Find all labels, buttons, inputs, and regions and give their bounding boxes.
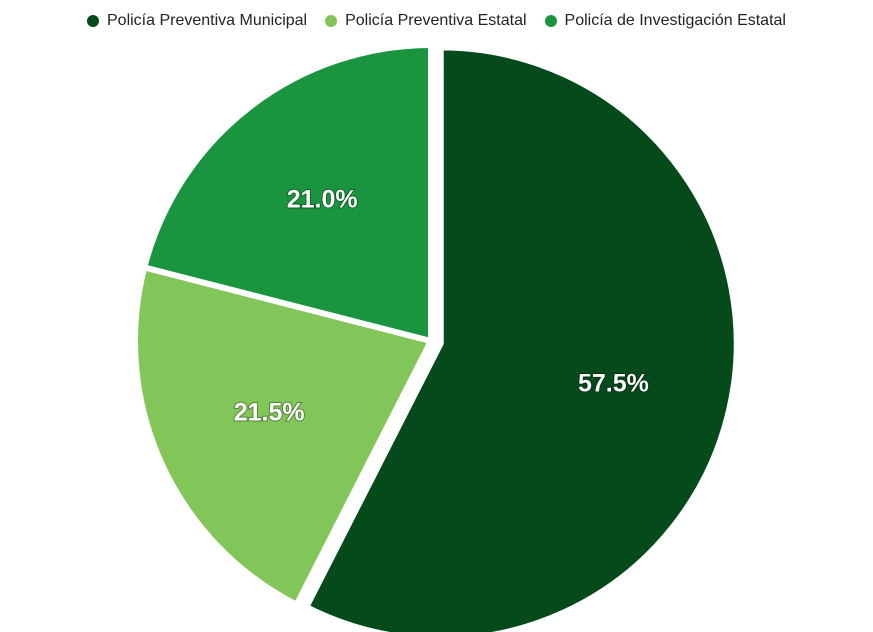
slice-label-municipal: 57.5% [578,369,649,397]
slice-investigacion[interactable] [141,42,434,344]
legend-label-estatal: Policía Preventiva Estatal [345,12,527,29]
legend-label-municipal: Policía Preventiva Municipal [107,12,308,29]
slice-estatal[interactable] [132,264,434,608]
legend-item-investigacion[interactable]: Policía de Investigación Estatal [544,12,786,30]
legend-swatch-estatal [325,15,338,27]
pie-slices [132,42,740,632]
legend-swatch-municipal [87,15,99,27]
legend-item-estatal[interactable]: Policía Preventiva Estatal [325,12,527,30]
legend-label-investigacion: Policía de Investigación Estatal [564,12,786,29]
pie-labels: 57.5% 21.5% 21.0% [233,184,650,427]
slice-label-investigacion: 21.0% [287,185,358,213]
chart-legend: Policía Preventiva Municipal Policía Pre… [0,12,873,30]
slice-municipal[interactable] [303,44,740,632]
slice-label-estatal: 21.5% [234,399,305,427]
legend-swatch-investigacion [544,15,557,27]
legend-item-municipal[interactable]: Policía Preventiva Municipal [87,12,307,30]
